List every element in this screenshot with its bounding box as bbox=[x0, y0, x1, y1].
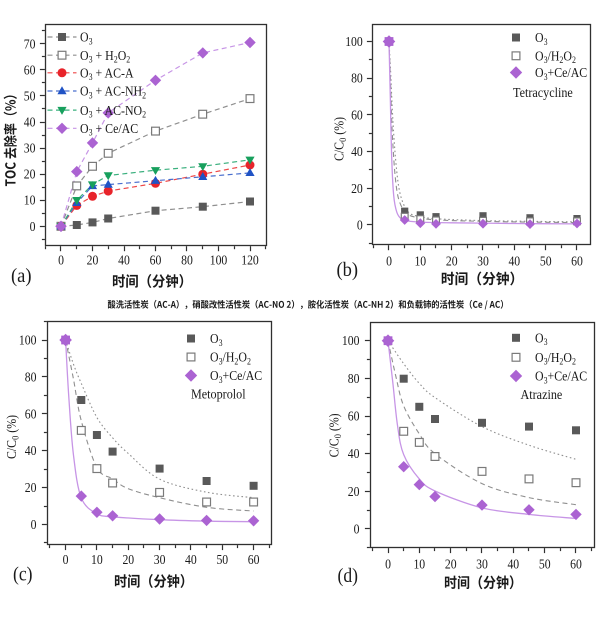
svg-text:80: 80 bbox=[25, 370, 37, 385]
svg-text:30: 30 bbox=[154, 552, 166, 567]
svg-text:40: 40 bbox=[25, 443, 37, 458]
svg-text:60: 60 bbox=[570, 557, 582, 572]
svg-text:40: 40 bbox=[507, 557, 519, 572]
svg-text:(b): (b) bbox=[337, 260, 359, 282]
svg-text:O3​ + Ce/AC: O3​ + Ce/AC bbox=[80, 121, 138, 137]
svg-text:40: 40 bbox=[185, 552, 197, 567]
svg-text:20: 20 bbox=[348, 484, 360, 499]
svg-text:0: 0 bbox=[386, 254, 392, 269]
svg-text:0: 0 bbox=[357, 218, 363, 233]
svg-text:50: 50 bbox=[24, 89, 36, 104]
svg-text:O3​+Ce/AC: O3​+Ce/AC bbox=[535, 66, 587, 82]
svg-text:40: 40 bbox=[508, 254, 520, 269]
svg-text:20: 20 bbox=[87, 253, 99, 268]
svg-text:O3​: O3​ bbox=[210, 332, 223, 348]
svg-text:50: 50 bbox=[540, 254, 552, 269]
svg-text:60: 60 bbox=[24, 63, 36, 78]
svg-text:30: 30 bbox=[477, 254, 489, 269]
svg-text:O3​: O3​ bbox=[535, 31, 548, 47]
svg-text:60: 60 bbox=[571, 254, 583, 269]
svg-text:40: 40 bbox=[118, 253, 130, 268]
svg-text:O3​ + AC-NO2​: O3​ + AC-NO2​ bbox=[80, 103, 146, 119]
svg-text:10: 10 bbox=[413, 557, 425, 572]
svg-text:20: 20 bbox=[24, 167, 36, 182]
svg-text:10: 10 bbox=[91, 552, 103, 567]
svg-text:100: 100 bbox=[19, 333, 37, 348]
svg-text:100: 100 bbox=[210, 253, 228, 268]
svg-text:O3​/H2​O2​: O3​/H2​O2​ bbox=[535, 49, 576, 65]
svg-text:(a): (a) bbox=[11, 266, 32, 288]
svg-text:0: 0 bbox=[354, 522, 360, 537]
svg-text:20: 20 bbox=[445, 557, 457, 572]
svg-text:50: 50 bbox=[216, 552, 228, 567]
svg-text:40: 40 bbox=[24, 115, 36, 130]
svg-text:O3​ + AC-NH2​: O3​ + AC-NH2​ bbox=[80, 84, 146, 100]
svg-text:100: 100 bbox=[345, 34, 363, 49]
svg-text:O3​/H2​O2​: O3​/H2​O2​ bbox=[535, 350, 576, 366]
svg-text:C/C0​ (%): C/C0​ (%) bbox=[4, 415, 20, 459]
svg-text:60: 60 bbox=[248, 552, 260, 567]
svg-text:20: 20 bbox=[351, 181, 363, 196]
svg-text:60: 60 bbox=[351, 108, 363, 123]
svg-text:O3​/H2​O2​: O3​/H2​O2​ bbox=[210, 350, 251, 366]
svg-text:O3​ + H2​O2​: O3​ + H2​O2​ bbox=[80, 48, 130, 64]
svg-text:10: 10 bbox=[414, 254, 426, 269]
svg-text:40: 40 bbox=[348, 446, 360, 461]
svg-text:60: 60 bbox=[25, 407, 37, 422]
svg-text:20: 20 bbox=[446, 254, 458, 269]
svg-text:20: 20 bbox=[122, 552, 134, 567]
svg-text:50: 50 bbox=[539, 557, 551, 572]
svg-text:O3​: O3​ bbox=[80, 30, 93, 46]
svg-text:0: 0 bbox=[63, 552, 69, 567]
svg-text:0: 0 bbox=[30, 219, 36, 234]
svg-text:40: 40 bbox=[351, 144, 363, 159]
svg-text:80: 80 bbox=[348, 371, 360, 386]
svg-text:C/C0​ (%): C/C0​ (%) bbox=[327, 413, 343, 457]
svg-text:30: 30 bbox=[24, 141, 36, 156]
svg-text:70: 70 bbox=[24, 37, 36, 52]
svg-text:120: 120 bbox=[241, 253, 259, 268]
svg-text:(d): (d) bbox=[338, 565, 358, 587]
svg-text:30: 30 bbox=[476, 557, 488, 572]
svg-text:0: 0 bbox=[58, 253, 64, 268]
svg-text:(c): (c) bbox=[13, 564, 32, 586]
svg-text:0: 0 bbox=[385, 557, 391, 572]
svg-text:20: 20 bbox=[25, 480, 37, 495]
svg-text:O3​+Ce/AC: O3​+Ce/AC bbox=[210, 369, 262, 385]
svg-text:60: 60 bbox=[150, 253, 162, 268]
svg-text:100: 100 bbox=[342, 333, 360, 348]
svg-text:O3​+Ce/AC: O3​+Ce/AC bbox=[535, 369, 587, 385]
svg-text:80: 80 bbox=[181, 253, 193, 268]
svg-text:60: 60 bbox=[348, 409, 360, 424]
svg-text:Metoprolol: Metoprolol bbox=[191, 387, 246, 402]
svg-text:0: 0 bbox=[31, 517, 37, 532]
svg-text:10: 10 bbox=[24, 193, 36, 208]
svg-text:O3​ + AC-A: O3​ + AC-A bbox=[80, 66, 134, 82]
svg-text:Atrazine: Atrazine bbox=[521, 387, 563, 402]
svg-text:80: 80 bbox=[351, 71, 363, 86]
svg-text:C/C0​ (%): C/C0​ (%) bbox=[332, 117, 348, 161]
svg-text:Tetracycline: Tetracycline bbox=[513, 85, 573, 100]
svg-text:O3​: O3​ bbox=[535, 331, 548, 347]
